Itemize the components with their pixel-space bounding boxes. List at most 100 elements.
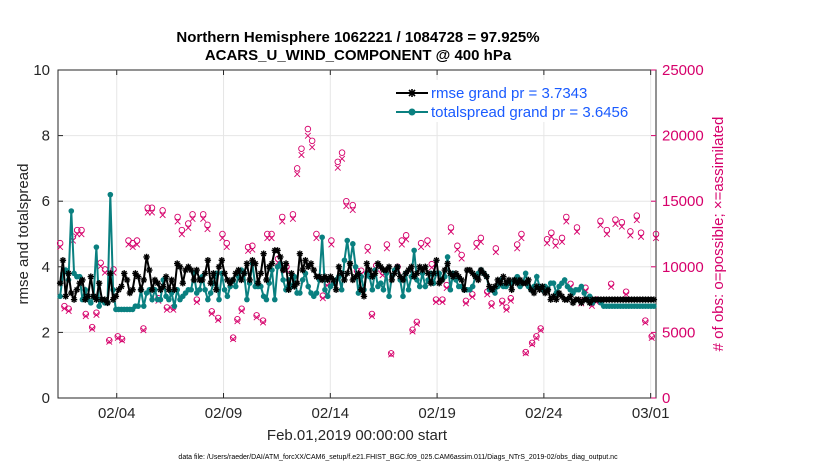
rmse-point bbox=[539, 283, 546, 290]
obs-assimilated-stroke bbox=[637, 233, 645, 240]
rmse-point-stroke bbox=[60, 257, 66, 264]
rmse-point-stroke bbox=[160, 283, 167, 290]
obs-assimilated-stroke bbox=[537, 327, 544, 334]
obs-assimilated-marker bbox=[447, 228, 455, 235]
rmse-point bbox=[357, 286, 365, 293]
rmse-point bbox=[90, 293, 97, 300]
obs-assimilated-stroke bbox=[432, 298, 440, 306]
rmse-point bbox=[528, 286, 535, 293]
rmse-point-stroke bbox=[302, 257, 309, 264]
rmse-point-stroke bbox=[341, 277, 348, 283]
obs-assimilated-marker bbox=[622, 291, 630, 298]
rmse-point bbox=[366, 266, 373, 274]
rmse-point-stroke bbox=[224, 277, 231, 283]
obs-assimilated-stroke bbox=[503, 306, 510, 313]
rmse-point-stroke bbox=[467, 267, 473, 273]
obs-assimilated-stroke bbox=[159, 211, 166, 219]
obs-possible-marker bbox=[402, 232, 410, 239]
obs-assimilated-marker bbox=[253, 314, 260, 321]
totalspread-point bbox=[386, 293, 392, 300]
rmse-point-stroke bbox=[85, 293, 91, 300]
rmse-point bbox=[238, 276, 245, 284]
legend-label-totalspread: totalspread grand pr = 3.6456 bbox=[431, 104, 628, 121]
rmse-point bbox=[385, 263, 393, 270]
rmse-point-stroke bbox=[500, 273, 507, 280]
rmse-point bbox=[360, 293, 368, 300]
totalspread-point bbox=[322, 286, 328, 293]
rmse-point-stroke bbox=[146, 267, 153, 273]
rmse-point bbox=[344, 270, 351, 277]
obs-assimilated-stroke bbox=[193, 298, 200, 306]
legend-marker-rmse bbox=[408, 89, 416, 97]
obs-assimilated-marker bbox=[185, 224, 192, 231]
obs-assimilated-stroke bbox=[249, 246, 256, 253]
obs-possible-marker bbox=[189, 211, 196, 218]
rmse-point bbox=[291, 283, 298, 290]
rmse-point-stroke bbox=[414, 270, 420, 277]
rmse-point bbox=[394, 263, 401, 270]
obs-possible-marker bbox=[573, 224, 581, 231]
obs-assimilated-marker bbox=[163, 306, 171, 313]
obs-possible-marker bbox=[454, 242, 461, 250]
obs-assimilated-stroke bbox=[294, 171, 301, 178]
rmse-point-stroke bbox=[575, 296, 582, 303]
totalspread-point bbox=[87, 300, 94, 306]
rmse-point bbox=[252, 260, 259, 267]
rmse-point bbox=[441, 266, 449, 274]
rmse-point bbox=[399, 276, 407, 284]
rmse-point bbox=[388, 276, 396, 284]
obs-assimilated-stroke bbox=[462, 300, 470, 307]
rmse-point-stroke bbox=[327, 273, 334, 280]
obs-assimilated-stroke bbox=[428, 264, 435, 271]
rmse-point bbox=[410, 273, 418, 280]
legend: rmse grand pr = 3.7343 totalspread grand… bbox=[388, 80, 648, 122]
rmse-point-stroke bbox=[246, 277, 253, 283]
obs-assimilated-stroke bbox=[558, 238, 566, 246]
totalspread-point bbox=[297, 290, 303, 296]
rmse-point-stroke bbox=[439, 277, 445, 283]
rmse-point-stroke bbox=[124, 277, 130, 283]
obs-possible-marker bbox=[259, 317, 267, 324]
rmse-point-stroke bbox=[68, 290, 75, 296]
rmse-point-stroke bbox=[163, 273, 169, 280]
obs-assimilated-marker bbox=[403, 236, 410, 243]
obs-assimilated-stroke bbox=[129, 243, 136, 251]
obs-possible-marker bbox=[537, 325, 544, 332]
totalspread-point bbox=[299, 277, 306, 283]
rmse-point bbox=[497, 280, 504, 287]
rmse-point-stroke bbox=[533, 283, 540, 290]
rmse-point-stroke bbox=[494, 277, 501, 283]
rmse-point bbox=[444, 260, 451, 267]
grid bbox=[58, 70, 656, 398]
rmse-point bbox=[246, 276, 253, 284]
obs-assimilated-marker bbox=[522, 350, 529, 357]
totalspread-point bbox=[244, 296, 250, 303]
obs-assimilated-marker bbox=[529, 341, 536, 348]
obs-assimilated-marker bbox=[383, 245, 391, 252]
obs-possible-marker bbox=[289, 211, 297, 218]
obs-assimilated-stroke bbox=[473, 243, 480, 251]
rmse-point bbox=[137, 286, 145, 293]
rmse-point-stroke bbox=[74, 286, 80, 293]
rmse-point bbox=[243, 260, 251, 267]
rmse-point-stroke bbox=[93, 296, 100, 303]
rmse-point bbox=[56, 280, 64, 287]
obs-assimilated-marker bbox=[230, 336, 237, 343]
totalspread-point bbox=[196, 286, 203, 293]
rmse-point bbox=[190, 276, 198, 284]
obs-assimilated-stroke bbox=[522, 350, 529, 357]
obs-possible-marker bbox=[652, 230, 660, 238]
obs-assimilated-stroke bbox=[82, 313, 89, 320]
rmse-point bbox=[355, 270, 362, 277]
obs-assimilated-marker bbox=[238, 307, 245, 315]
obs-possible-marker bbox=[219, 230, 226, 238]
rmse-point bbox=[134, 273, 142, 280]
obs-assimilated-marker bbox=[492, 249, 499, 256]
rmse-point bbox=[210, 270, 217, 277]
rmse-point-stroke bbox=[408, 264, 415, 270]
rmse-point-stroke bbox=[377, 264, 384, 270]
rmse-point-stroke bbox=[333, 286, 339, 293]
rmse-point-stroke bbox=[584, 296, 590, 303]
obs-assimilated-marker bbox=[409, 328, 416, 335]
obs-possible-marker bbox=[178, 226, 186, 234]
